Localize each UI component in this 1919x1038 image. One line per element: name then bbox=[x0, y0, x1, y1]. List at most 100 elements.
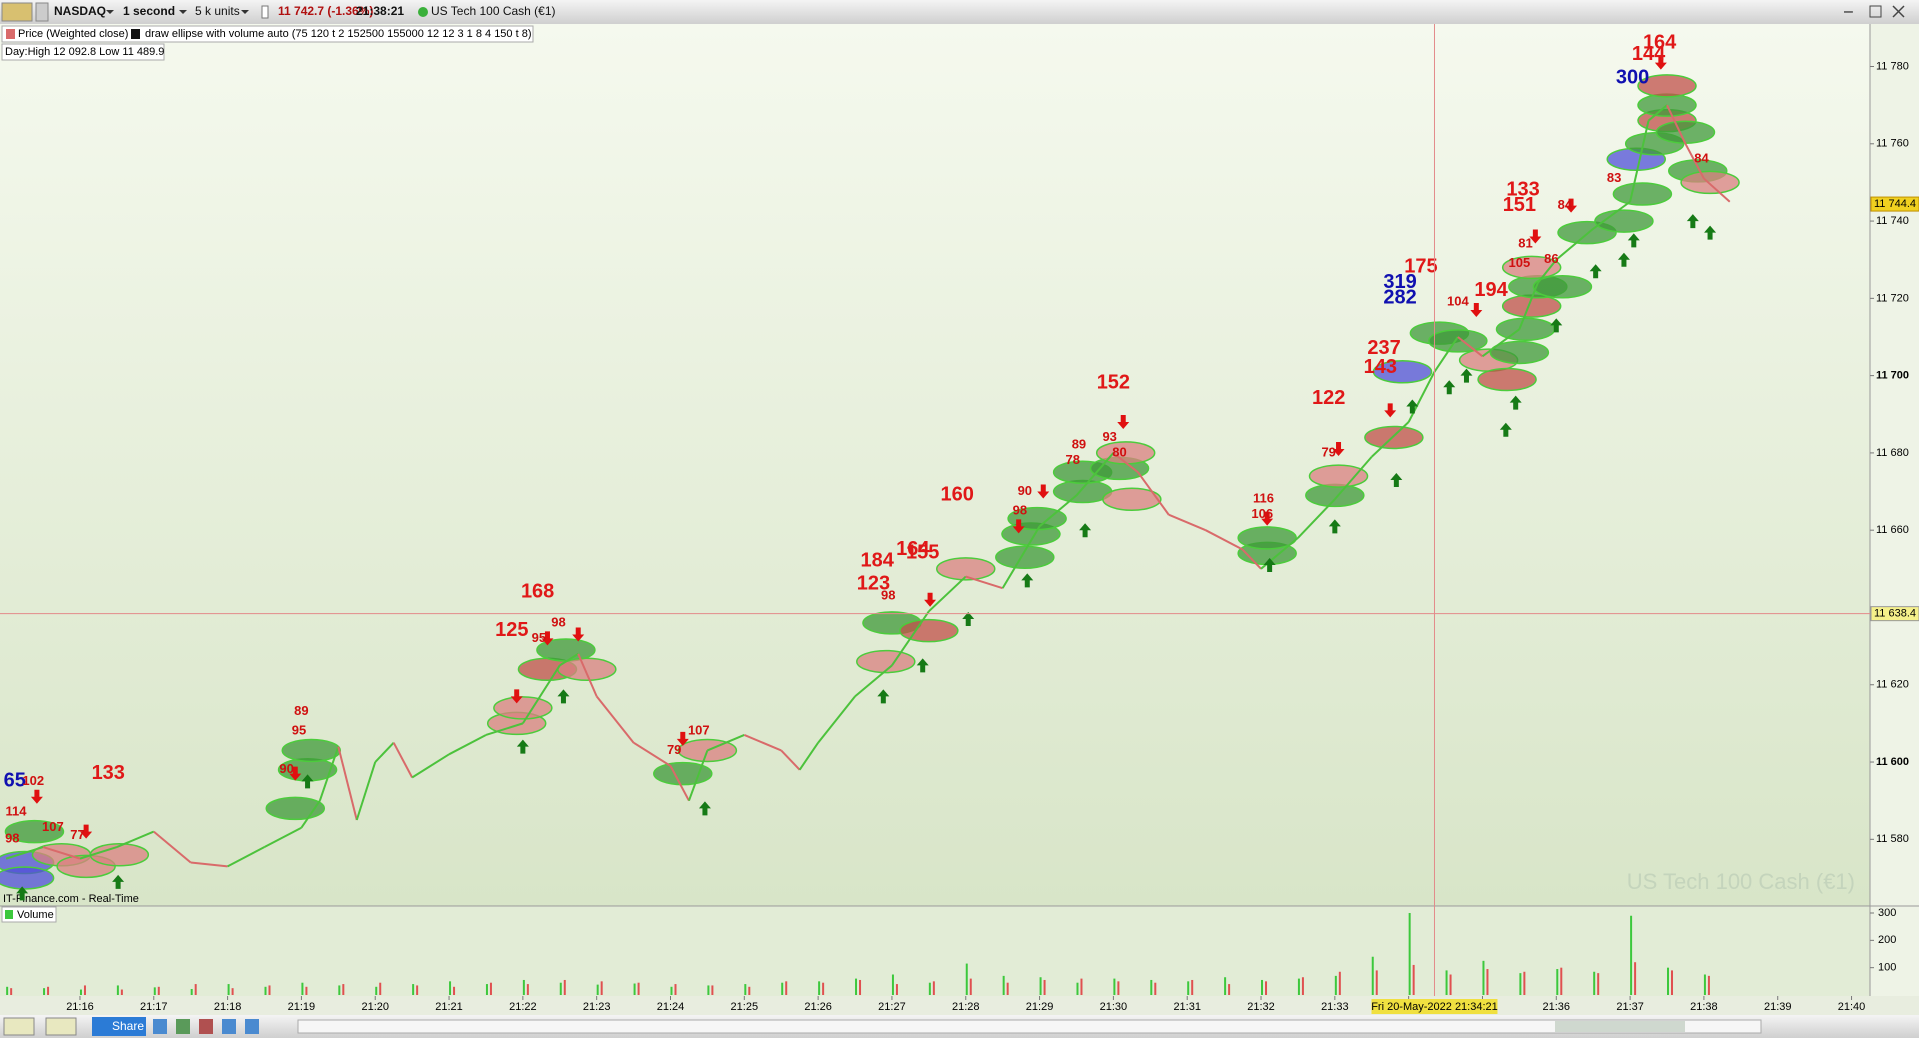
scroll-thumb[interactable] bbox=[1555, 1021, 1685, 1032]
price-segment bbox=[42, 846, 81, 860]
tool-button[interactable] bbox=[45, 1017, 77, 1036]
volume-bar bbox=[1150, 979, 1153, 995]
price-segment bbox=[522, 664, 561, 724]
volume-label: 194 bbox=[1474, 279, 1508, 301]
volume-bar bbox=[744, 984, 747, 995]
volume-bar bbox=[153, 987, 156, 995]
volume-label: 95 bbox=[532, 630, 546, 645]
volume-bar bbox=[116, 985, 119, 995]
volume-bar bbox=[1154, 982, 1157, 995]
volume-bar bbox=[1703, 974, 1706, 995]
signal-arrow bbox=[1406, 399, 1419, 414]
tool-button[interactable] bbox=[153, 1019, 167, 1034]
volume-bar bbox=[120, 989, 123, 995]
maximize[interactable] bbox=[1869, 5, 1882, 18]
price-segment bbox=[798, 742, 819, 771]
volume-bar bbox=[859, 979, 862, 995]
price-segment bbox=[780, 749, 801, 771]
price-segment bbox=[1518, 282, 1539, 330]
volume-ellipse bbox=[995, 545, 1055, 569]
price-segment bbox=[264, 826, 302, 848]
volume-bar bbox=[416, 985, 419, 995]
units[interactable]: 5 k units bbox=[195, 4, 240, 18]
signal-arrow bbox=[1550, 318, 1563, 333]
instrument[interactable]: NASDAQ bbox=[54, 4, 106, 18]
share-button[interactable] bbox=[92, 1017, 146, 1036]
tool-button[interactable] bbox=[245, 1019, 259, 1034]
x-tick-label: 21:28 bbox=[952, 1001, 980, 1013]
price-segment bbox=[1433, 336, 1459, 373]
volume-bar bbox=[633, 983, 636, 995]
price-segment bbox=[1481, 328, 1520, 358]
x-tick-label: 21:29 bbox=[1026, 1001, 1054, 1013]
signal-arrow bbox=[1565, 198, 1578, 213]
volume-bar bbox=[1486, 969, 1489, 995]
volume-bar bbox=[305, 986, 308, 995]
y-tick-label: 11 760 bbox=[1876, 138, 1909, 150]
tool-button[interactable] bbox=[199, 1019, 213, 1034]
volume-bar bbox=[47, 986, 50, 995]
dropdown[interactable] bbox=[241, 10, 249, 14]
volume-bar bbox=[891, 974, 894, 995]
price-segment bbox=[448, 734, 487, 756]
signal-arrow bbox=[301, 774, 314, 789]
close[interactable] bbox=[1892, 5, 1905, 18]
price-segment bbox=[300, 800, 321, 829]
volume-label: 90 bbox=[279, 761, 293, 776]
signal-arrow bbox=[1686, 214, 1699, 229]
signal-arrow bbox=[1021, 573, 1034, 588]
volume-ellipse bbox=[1428, 329, 1488, 353]
y-tick-label: 11 780 bbox=[1876, 60, 1909, 72]
day-box bbox=[1, 43, 165, 61]
volume-bar bbox=[1043, 979, 1046, 995]
price-segment bbox=[707, 734, 745, 752]
volume-bar bbox=[1265, 981, 1268, 995]
price-segment bbox=[1592, 200, 1631, 230]
volume-bar bbox=[453, 986, 456, 995]
volume-ellipse bbox=[856, 649, 916, 674]
signal-arrow bbox=[1509, 395, 1522, 410]
price-segment bbox=[1537, 259, 1558, 284]
period[interactable]: 1 second bbox=[123, 4, 175, 18]
volume-bar bbox=[1408, 913, 1411, 995]
tool-button[interactable] bbox=[176, 1019, 190, 1034]
signal-arrow bbox=[1654, 55, 1667, 70]
dropdown[interactable] bbox=[106, 10, 114, 14]
price-segment bbox=[1629, 120, 1650, 202]
volume-bar bbox=[600, 981, 603, 995]
volume-bar bbox=[10, 988, 13, 995]
volume-bar bbox=[1338, 971, 1341, 995]
share-label[interactable]: Share bbox=[112, 1019, 144, 1033]
signal-arrow bbox=[80, 824, 93, 839]
price-segment bbox=[1703, 177, 1731, 203]
crosshair-price-box bbox=[1870, 606, 1919, 622]
signal-arrow bbox=[962, 612, 975, 627]
price-segment bbox=[392, 742, 414, 778]
signal-arrow bbox=[1617, 252, 1630, 267]
price-segment bbox=[669, 765, 690, 802]
button[interactable] bbox=[35, 2, 49, 22]
x-tick-label: 21:30 bbox=[1100, 1001, 1128, 1013]
tool-button[interactable] bbox=[3, 1017, 35, 1036]
price-segment bbox=[227, 846, 265, 868]
volume-bar bbox=[707, 985, 710, 995]
y-tick-label: 11 620 bbox=[1876, 679, 1909, 691]
info-icon[interactable] bbox=[261, 5, 269, 19]
signal-arrow bbox=[1529, 229, 1542, 244]
volume-bar bbox=[301, 982, 304, 995]
tool-button[interactable] bbox=[222, 1019, 236, 1034]
volume-ellipse bbox=[1495, 317, 1556, 342]
signal-arrow bbox=[1589, 264, 1602, 279]
volume-label: 80 bbox=[1112, 444, 1126, 459]
dropdown[interactable] bbox=[179, 10, 187, 14]
volume-label: 151 bbox=[1503, 194, 1536, 216]
plot: 11 580 11 600 11 620 11 660 11 680 11 700 11 7… bbox=[0, 24, 1919, 1014]
last-price-label: 11 744.4 bbox=[1874, 198, 1916, 210]
minimize[interactable]: – bbox=[1844, 3, 1853, 20]
volume-bar bbox=[1371, 956, 1374, 995]
volume-bar bbox=[1671, 970, 1674, 995]
volume-legend: Volume bbox=[17, 909, 54, 921]
volume-bar bbox=[1076, 982, 1079, 995]
scrollbar[interactable] bbox=[297, 1019, 1762, 1034]
